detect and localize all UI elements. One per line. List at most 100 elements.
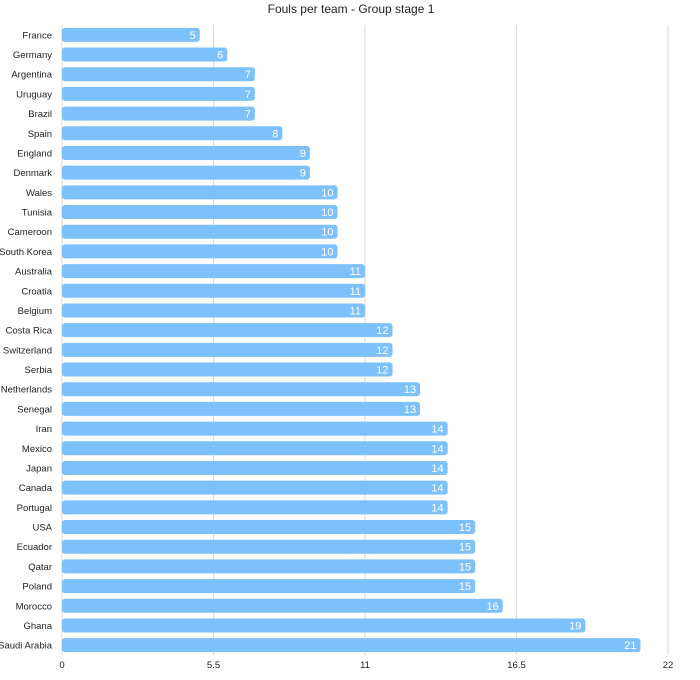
x-axis-ticks: 0 5.5 11 16.5 22 [59,660,673,671]
category-label: Ghana [23,621,52,632]
bar [62,638,641,653]
bar [62,362,393,377]
value-label: 11 [350,286,361,298]
value-label: 21 [624,640,636,652]
value-label: 13 [404,404,416,416]
category-labels: France Germany Argentina Uruguay Brazil Spain… [0,30,53,651]
category-label: Cameroon [8,227,52,238]
bar [62,401,421,416]
category-label: Belgium [18,306,52,317]
category-label: Australia [15,267,53,278]
bar [62,441,448,456]
bar [62,500,448,515]
category-label: Uruguay [16,89,52,100]
category-label: Serbia [25,365,53,376]
value-label: 14 [431,502,443,514]
value-label: 12 [376,325,388,337]
category-label: Tunisia [22,208,53,219]
value-label: 11 [350,266,361,278]
category-label: Croatia [21,286,52,297]
category-label: Poland [22,582,52,593]
category-label: Wales [26,188,52,199]
bar [62,106,255,121]
value-label: 5 [190,30,196,42]
category-label: Netherlands [1,385,52,396]
category-label: Ecuador [17,542,52,553]
category-label: England [17,148,52,159]
value-label: 19 [569,620,581,632]
bar [62,598,503,613]
bars: 5 6 7 7 7 8 9 9 10 10 10 10 11 11 11 12 12 12 13 13 14 14 14 14… [62,27,641,653]
value-label: 15 [459,561,471,573]
category-label: Brazil [28,109,52,120]
value-label: 10 [321,227,333,239]
category-label: France [22,30,52,41]
category-label: Morocco [16,601,52,612]
category-label: Qatar [28,562,52,573]
x-tick-label: 5.5 [207,660,220,671]
bar [62,342,393,357]
category-label: Saudi Arabia [0,641,53,652]
value-label: 10 [321,207,333,219]
bar [62,67,255,82]
category-label: USA [32,523,52,534]
bar [62,165,310,180]
x-tick-label: 0 [59,660,64,671]
x-tick-label: 22 [663,660,674,671]
value-label: 14 [431,424,443,436]
value-label: 11 [350,305,361,317]
category-label: Mexico [22,444,52,455]
value-label: 9 [300,168,306,180]
category-label: Canada [19,483,53,494]
category-label: Costa Rica [6,326,53,337]
category-label: Germany [13,50,52,61]
value-label: 16 [486,601,498,613]
value-label: 7 [245,89,251,101]
bar [62,185,338,200]
x-tick-label: 16.5 [507,660,526,671]
chart-title: Fouls per team - Group stage 1 [268,2,435,16]
category-label: Spain [28,129,52,140]
value-label: 13 [404,384,416,396]
bar [62,421,448,436]
value-label: 12 [376,365,388,377]
value-label: 14 [431,463,443,475]
value-label: 15 [459,581,471,593]
bar [62,579,476,594]
bar [62,86,255,101]
bar [62,205,338,220]
category-label: Senegal [17,404,52,415]
category-label: South Korea [0,247,53,258]
value-label: 15 [459,542,471,554]
bar [62,47,228,62]
bar [62,559,476,574]
bar [62,283,365,298]
bar [62,126,283,141]
bar [62,303,365,318]
bar [62,244,338,259]
category-label: Japan [26,463,52,474]
value-label: 10 [321,187,333,199]
value-label: 12 [376,345,388,357]
x-tick-label: 11 [360,660,370,671]
value-label: 9 [300,148,306,160]
value-label: 6 [217,50,223,62]
category-label: Argentina [11,70,52,81]
value-label: 8 [272,128,278,140]
bar [62,382,421,397]
value-label: 7 [245,109,251,121]
bar [62,539,476,554]
value-label: 14 [431,483,443,495]
value-label: 7 [245,69,251,81]
value-label: 14 [431,443,443,455]
bar [62,480,448,495]
bar [62,27,200,42]
value-label: 15 [459,522,471,534]
bar [62,224,338,239]
bar [62,520,476,535]
bar [62,323,393,338]
bar [62,264,365,279]
category-label: Portugal [17,503,52,514]
